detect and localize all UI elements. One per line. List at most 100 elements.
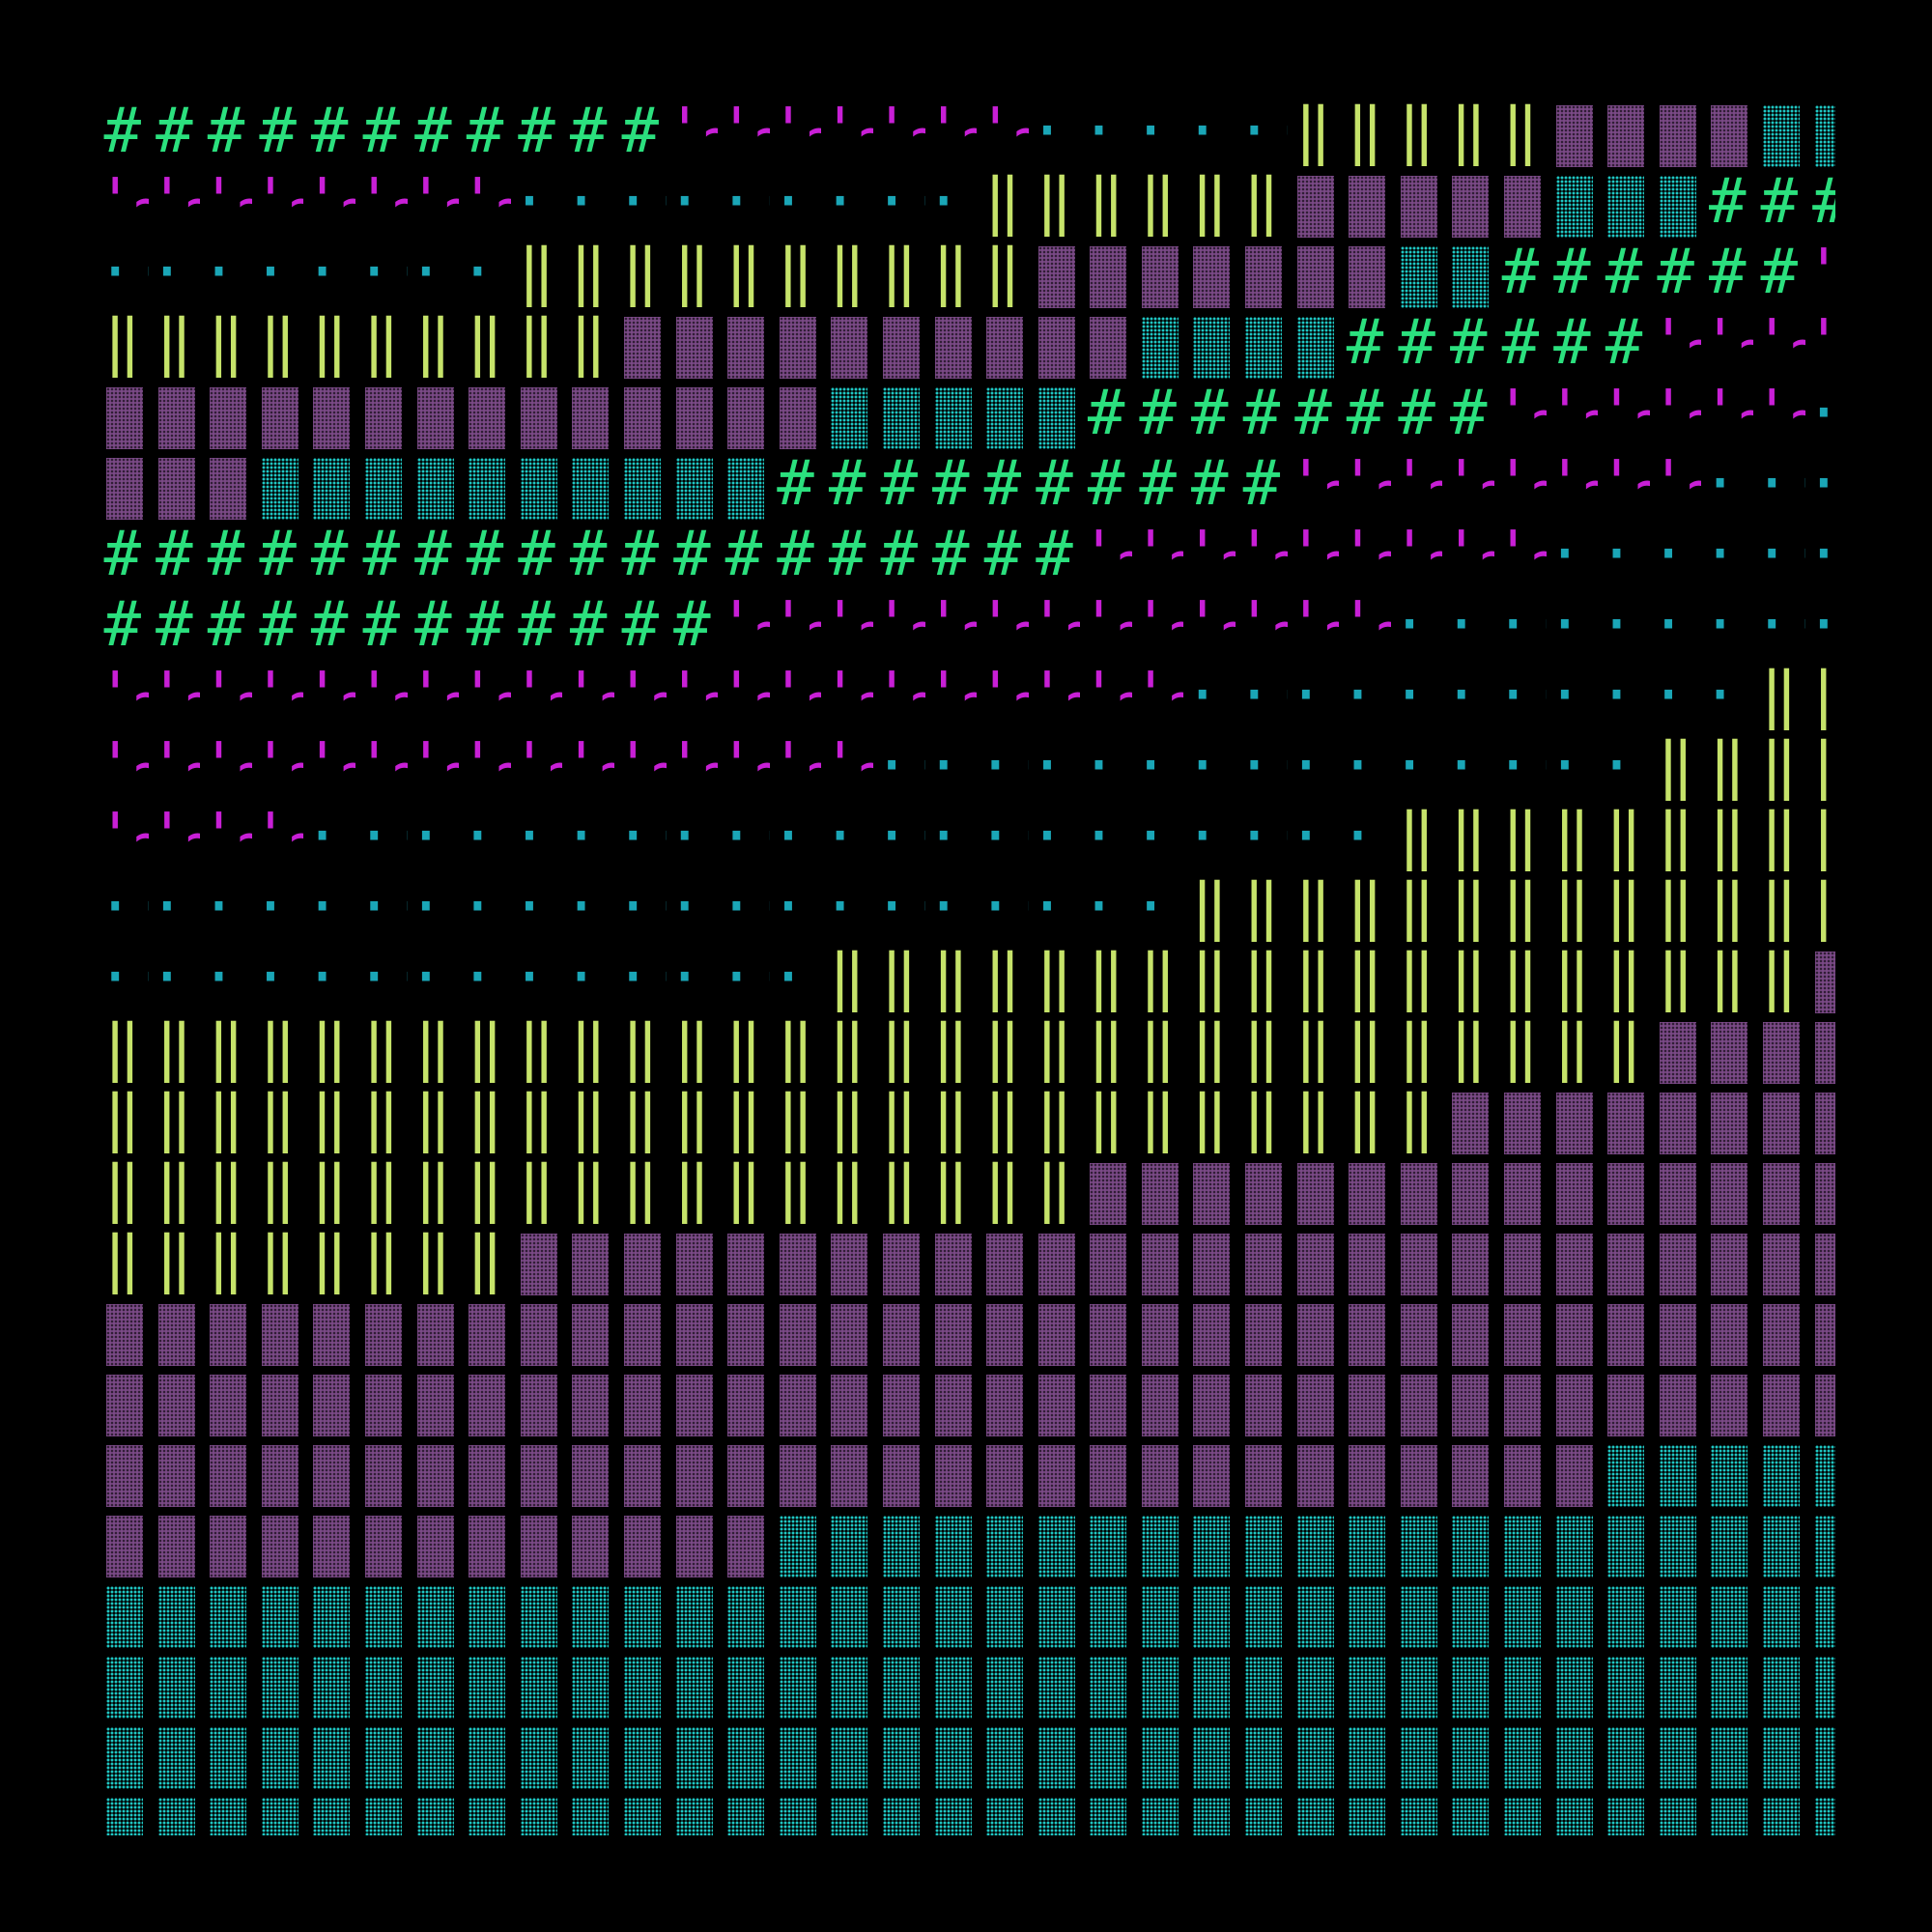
block-tile (718, 1507, 770, 1577)
block-tile (1339, 1154, 1391, 1225)
bars-glyph-tile: ‖ (1346, 872, 1384, 943)
dots-glyph-tile: ·· (1131, 731, 1184, 802)
stipple-tile (97, 1648, 149, 1719)
stipple-tile (873, 1577, 925, 1648)
block-tile (1650, 1154, 1702, 1225)
bars-glyph-tile: ‖ (1139, 1084, 1177, 1154)
hash-glyph-tile: # (1139, 449, 1177, 520)
block-tile (821, 1366, 873, 1436)
stipple-tile (718, 1577, 770, 1648)
wave-glyph-tile: '~ (821, 731, 873, 802)
dots-glyph-tile: ·· (769, 167, 822, 238)
block-tile (1391, 1436, 1443, 1507)
stipple-tile (1391, 1789, 1443, 1835)
block-tile (718, 1436, 770, 1507)
block-tile (408, 1366, 460, 1436)
stipple-tile (459, 1648, 511, 1719)
bars-glyph-tile: ‖ (1501, 97, 1540, 167)
dots-glyph-tile: ·· (1649, 590, 1702, 661)
bars-glyph-tile: ‖ (1449, 97, 1488, 167)
stipple-tile (459, 449, 511, 520)
bars-glyph-tile: ‖ (932, 943, 970, 1013)
bars-glyph-tile: ‖ (466, 1225, 504, 1295)
stipple-tile (303, 1789, 355, 1835)
stipple-tile (1701, 1719, 1753, 1789)
hash-glyph-tile: # (518, 97, 555, 167)
wave-glyph-tile: '~ (1131, 661, 1184, 731)
bars-glyph-tile: ‖ (156, 1084, 193, 1154)
block-tile (200, 1507, 252, 1577)
block-tile (355, 1507, 408, 1577)
block-tile (1442, 1436, 1494, 1507)
bars-glyph-tile: ‖ (1294, 943, 1332, 1013)
wave-glyph-tile: '~ (1339, 590, 1391, 661)
bars-glyph-tile: ‖ (1553, 943, 1591, 1013)
stipple-tile (1598, 167, 1650, 238)
dots-glyph-tile: ·· (355, 802, 408, 872)
dots-glyph-tile: ·· (1028, 872, 1081, 943)
bars-glyph-tile: ‖ (156, 1013, 193, 1084)
bars-glyph-tile: ‖ (1449, 872, 1488, 943)
stipple-tile (1236, 1507, 1288, 1577)
hash-glyph-tile: # (414, 97, 452, 167)
bars-glyph-tile: ‖ (466, 1154, 504, 1225)
stipple-tile (252, 1648, 304, 1719)
bars-glyph-tile: ‖ (1036, 1084, 1073, 1154)
block-tile (562, 1225, 614, 1295)
mosaic-row (97, 1295, 1835, 1366)
stipple-tile (1442, 1789, 1494, 1835)
bars-glyph-tile: ‖ (1605, 1013, 1643, 1084)
block-tile (1132, 1295, 1184, 1366)
block-tile (355, 1295, 408, 1366)
stipple-tile (303, 1719, 355, 1789)
stipple-tile (252, 1719, 304, 1789)
hash-glyph-tile: # (1605, 238, 1643, 308)
block-tile (408, 1507, 460, 1577)
block-tile (355, 379, 408, 449)
wave-glyph-tile: '~ (1287, 449, 1340, 520)
stipple-tile (1650, 1719, 1702, 1789)
dots-glyph-tile: ·· (1287, 731, 1340, 802)
hash-glyph-tile: # (1036, 520, 1073, 590)
block-tile (562, 1507, 614, 1577)
dots-glyph-tile: ·· (1028, 97, 1081, 167)
wave-glyph-tile: '~ (1753, 308, 1805, 379)
block-tile (1753, 1295, 1805, 1366)
block-tile (667, 1436, 719, 1507)
dots-glyph-tile: ·· (1183, 802, 1236, 872)
block-tile (1494, 1436, 1547, 1507)
stipple-tile (1288, 308, 1340, 379)
stipple-tile (1805, 1507, 1835, 1577)
bars-glyph-tile: ‖ (1242, 1084, 1281, 1154)
wave-glyph-tile: '~ (200, 802, 252, 872)
hash-glyph-tile: # (569, 520, 608, 590)
stipple-tile (408, 1577, 460, 1648)
block-tile (1391, 1225, 1443, 1295)
stipple-tile (408, 1719, 460, 1789)
block-tile (252, 379, 304, 449)
stipple-tile (1753, 1719, 1805, 1789)
block-tile (1442, 1295, 1494, 1366)
block-tile (1701, 1084, 1753, 1154)
bars-glyph-tile: ‖ (777, 238, 814, 308)
dots-glyph-tile: ·· (613, 872, 667, 943)
block-tile (1183, 1154, 1236, 1225)
bars-glyph-tile: ‖ (1501, 1013, 1540, 1084)
bars-glyph-tile: ‖ (1139, 167, 1177, 238)
bars-glyph-tile: ‖ (259, 308, 297, 379)
dots-glyph-tile: ·· (251, 238, 304, 308)
block-tile (511, 1295, 563, 1366)
hash-glyph-tile: # (362, 590, 401, 661)
stipple-tile (1132, 1789, 1184, 1835)
stipple-tile (1442, 1719, 1494, 1789)
stipple-tile (1339, 1719, 1391, 1789)
block-tile (252, 1507, 304, 1577)
bars-glyph-tile: ‖ (362, 1154, 401, 1225)
dots-glyph-tile: ·· (1287, 802, 1340, 872)
stipple-tile (614, 1789, 667, 1835)
wave-glyph-tile: '~ (613, 661, 667, 731)
stipple-tile (1753, 1789, 1805, 1835)
hash-glyph-tile: # (1191, 379, 1229, 449)
block-tile (925, 1225, 978, 1295)
bars-glyph-tile: ‖ (1553, 1013, 1591, 1084)
